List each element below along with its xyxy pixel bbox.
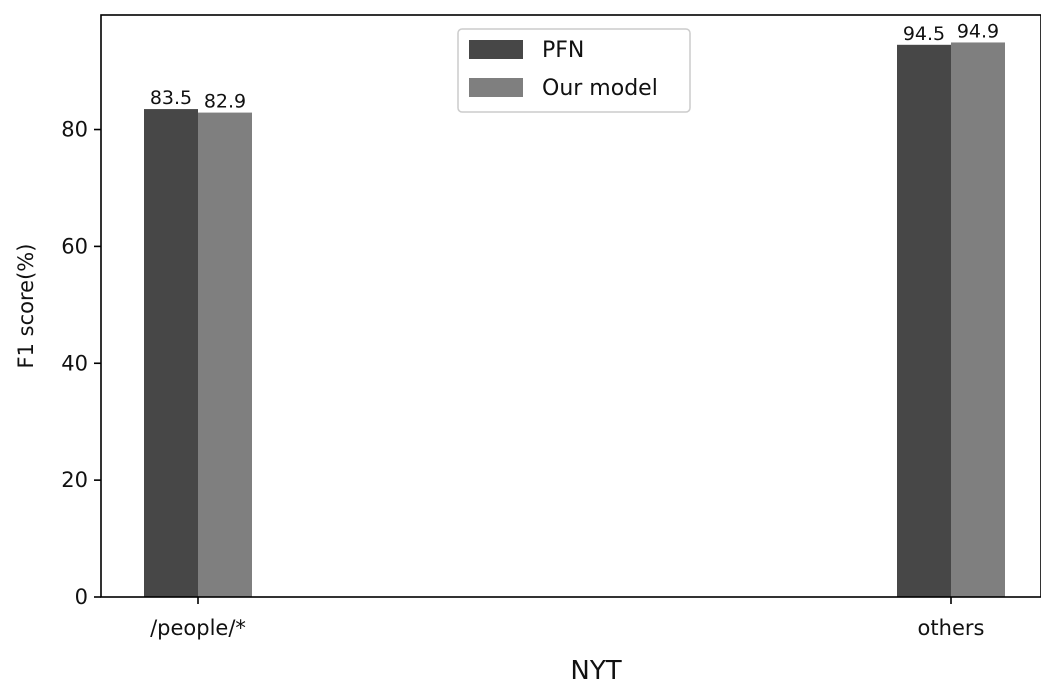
legend-swatch xyxy=(469,40,523,59)
x-axis-title: NYT xyxy=(570,656,621,686)
data-label: 94.9 xyxy=(957,20,999,42)
legend: PFN Our model xyxy=(457,28,691,113)
bar-our-model-0 xyxy=(198,112,252,597)
data-label: 94.5 xyxy=(903,23,945,45)
data-label: 82.9 xyxy=(204,91,246,113)
y-tick-label: 20 xyxy=(61,468,88,492)
legend-label: Our model xyxy=(542,76,658,101)
y-tick-label: 0 xyxy=(75,585,88,609)
x-tick-label: others xyxy=(918,616,985,640)
bar-pfn-0 xyxy=(144,109,198,598)
y-tick-label: 40 xyxy=(61,351,88,375)
x-axis: /people/* others xyxy=(150,597,984,640)
x-tick-label: /people/* xyxy=(150,616,246,640)
y-tick-label: 80 xyxy=(61,118,88,142)
bar-pfn-1 xyxy=(897,44,951,597)
data-label: 83.5 xyxy=(150,87,192,109)
legend-label: PFN xyxy=(542,38,584,63)
legend-swatch xyxy=(469,78,523,97)
data-labels-layer: 83.5 82.9 94.5 94.9 xyxy=(150,20,999,112)
bar-our-model-1 xyxy=(951,42,1005,597)
y-axis: 0 20 40 60 80 xyxy=(61,118,101,609)
y-axis-title: F1 score(%) xyxy=(14,244,38,369)
y-tick-label: 60 xyxy=(61,234,88,258)
bars-layer xyxy=(144,42,1005,598)
plot-frame xyxy=(100,14,1041,598)
